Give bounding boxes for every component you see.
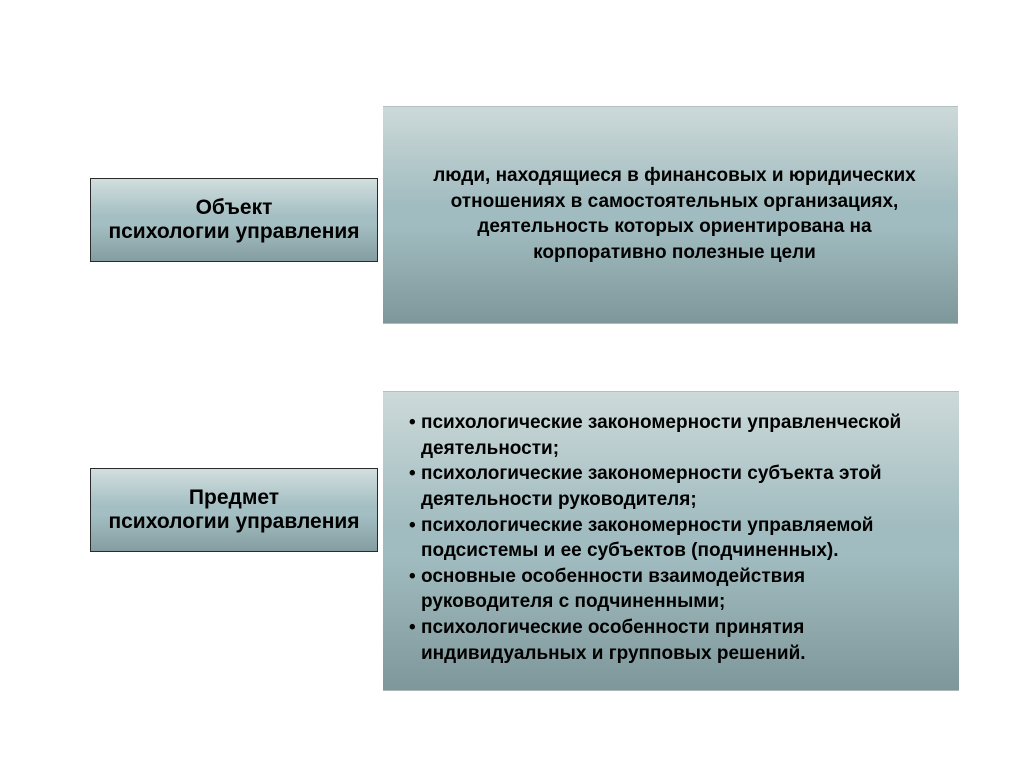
subject-content-panel: психологические закономерности управленч… — [383, 391, 959, 691]
object-label-line1: Объект — [108, 196, 359, 220]
subject-bullet-item: психологические особенности принятия инд… — [409, 615, 939, 666]
object-label-box: Объект психологии управления — [90, 178, 378, 262]
object-description-text: люди, находящиеся в финансовых и юридиче… — [411, 163, 938, 266]
subject-bullet-item: психологические закономерности управляем… — [409, 513, 939, 564]
subject-label-line2: психологии управления — [108, 510, 359, 534]
subject-label-line1: Предмет — [108, 486, 359, 510]
subject-bullet-item: психологические закономерности субъекта … — [409, 461, 939, 512]
subject-bullet-list: психологические закономерности управленч… — [409, 410, 939, 666]
subject-label-box: Предмет психологии управления — [90, 468, 378, 552]
object-label-line2: психологии управления — [108, 220, 359, 244]
object-content-panel: люди, находящиеся в финансовых и юридиче… — [383, 106, 958, 324]
subject-bullet-item: основные особенности взаимодействия руко… — [409, 564, 939, 615]
subject-bullet-item: психологические закономерности управленч… — [409, 410, 939, 461]
